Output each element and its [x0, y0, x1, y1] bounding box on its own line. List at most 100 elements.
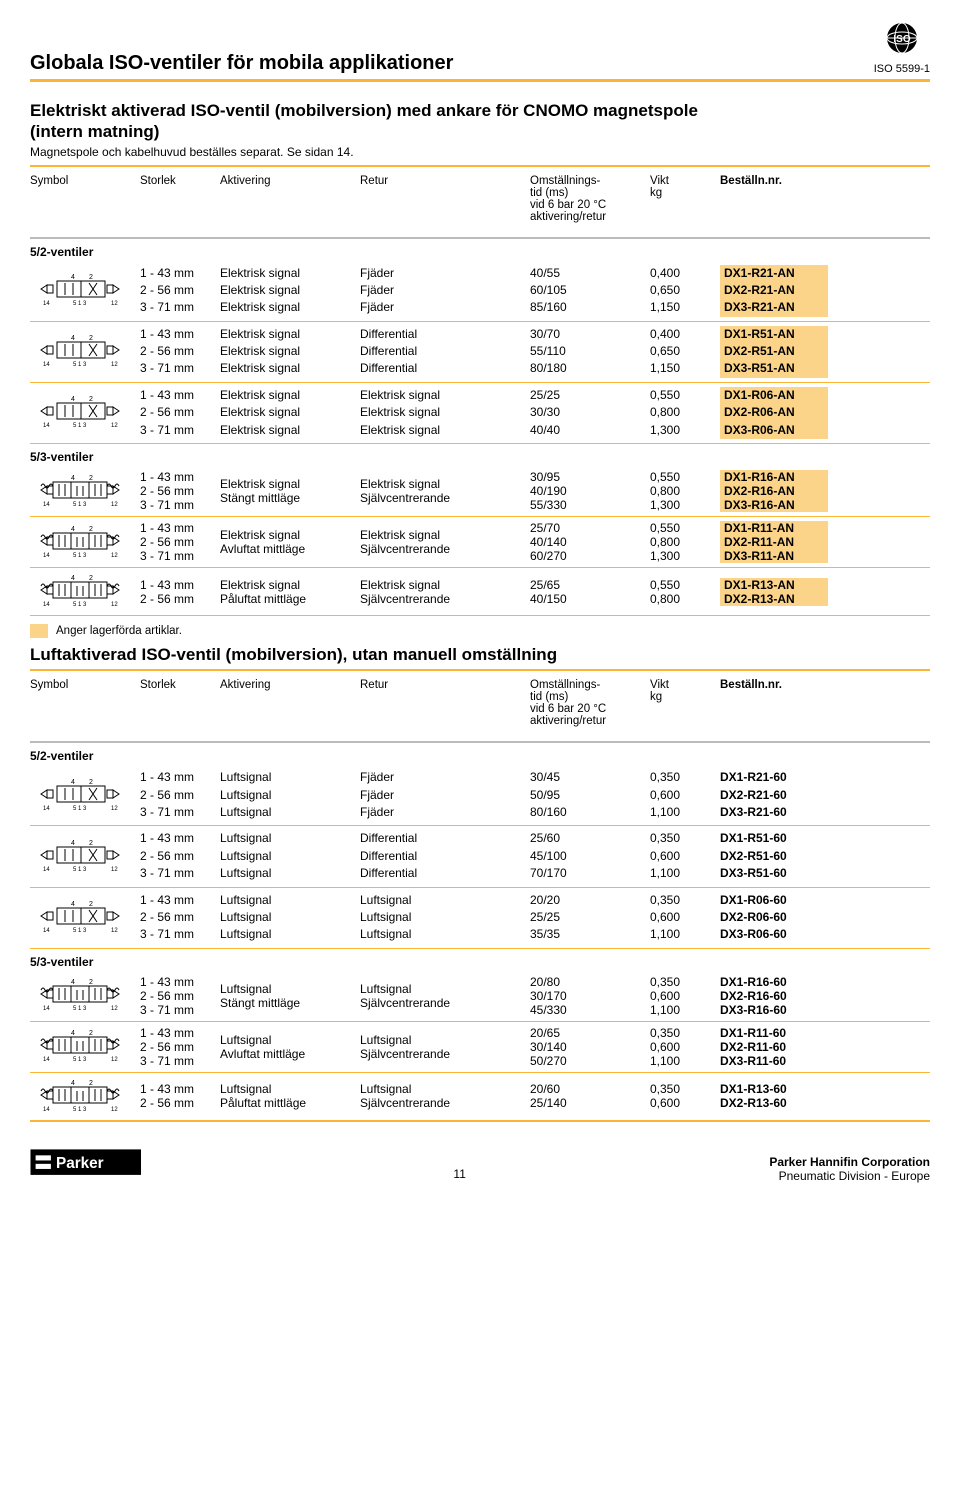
table-row: 2 - 56 mmElektrisk signalFjäder60/1050,6…: [140, 282, 930, 299]
cell-order: DX1-R21-60: [720, 769, 850, 786]
cell-om-group: 25/6540/150: [530, 578, 650, 606]
svg-text:5 1 3: 5 1 3: [73, 301, 87, 307]
svg-text:12: 12: [111, 1107, 118, 1113]
legend: Anger lagerförda artiklar.: [30, 624, 930, 638]
cell-vikt: 0,350: [650, 892, 720, 909]
cell-order: DX1-R51-60: [720, 830, 850, 847]
svg-text:2: 2: [89, 779, 93, 786]
cell-aktivering: Elektrisk signal: [220, 282, 360, 299]
cell-omstallning: 30/70: [530, 326, 650, 343]
cell-vikt: 0,550: [650, 387, 720, 404]
cell-order-group: DX1-R13-60DX2-R13-60: [720, 1082, 850, 1110]
svg-text:4: 4: [71, 901, 75, 908]
svg-text:5 1 3: 5 1 3: [73, 928, 87, 934]
cell-om-group: 20/6025/140: [530, 1082, 650, 1110]
cell-retur: Fjäder: [360, 282, 530, 299]
cell-aktivering: Elektrisk signal: [220, 265, 360, 282]
cell-order: DX2-R51-60: [720, 848, 850, 865]
svg-text:4: 4: [71, 840, 75, 847]
parker-logo: Parker: [30, 1146, 150, 1183]
svg-text:5 1 3: 5 1 3: [73, 867, 87, 873]
section2-groups-53: 42145 1 3121 - 43 mm2 - 56 mm3 - 71 mmLu…: [30, 971, 930, 1121]
page-number: 11: [150, 1167, 769, 1183]
svg-text:5 1 3: 5 1 3: [73, 1107, 87, 1113]
data-group: 42145 1 3121 - 43 mm2 - 56 mm3 - 71 mmEl…: [30, 466, 930, 516]
cell-aktivering-group: LuftsignalStängt mittläge: [220, 982, 360, 1010]
footer-corp: Parker Hannifin Corporation: [769, 1155, 930, 1169]
svg-text:5 1 3: 5 1 3: [73, 602, 87, 608]
section1-groups-52: 42145 1 3121 - 43 mmElektrisk signalFjäd…: [30, 261, 930, 445]
cell-retur: Fjäder: [360, 265, 530, 282]
valve-symbol-icon: 42145 1 312: [30, 472, 130, 508]
cell-retur: Elektrisk signal: [360, 387, 530, 404]
svg-text:5 1 3: 5 1 3: [73, 553, 87, 559]
column-headers-2: Symbol Storlek Aktivering Retur Omställn…: [30, 675, 930, 733]
symbol-cell: 42145 1 312: [30, 393, 140, 432]
symbol-cell: 42145 1 312: [30, 1027, 140, 1066]
svg-text:2: 2: [89, 274, 93, 281]
col-vikt: Vikt kg: [650, 175, 720, 223]
col-vikt: Vikt kg: [650, 679, 720, 727]
svg-text:2: 2: [89, 901, 93, 908]
cell-retur: Luftsignal: [360, 909, 530, 926]
svg-text:14: 14: [43, 1006, 50, 1012]
section2-title: Luftaktiverad ISO-ventil (mobilversion),…: [30, 644, 930, 665]
cell-om-group: 20/6530/14050/270: [530, 1026, 650, 1068]
data-group: 42145 1 3121 - 43 mmElektrisk signalDiff…: [30, 322, 930, 382]
svg-text:Parker: Parker: [56, 1155, 104, 1172]
col-order: Beställn.nr.: [720, 175, 850, 223]
cell-vikt: 1,150: [650, 360, 720, 377]
svg-text:4: 4: [71, 526, 75, 533]
cell-order: DX3-R21-AN: [720, 299, 850, 316]
svg-text:2: 2: [89, 575, 93, 582]
cell-storlek: 1 - 43 mm: [140, 387, 220, 404]
svg-text:14: 14: [43, 928, 50, 934]
cell-retur: Luftsignal: [360, 892, 530, 909]
svg-text:5 1 3: 5 1 3: [73, 423, 87, 429]
cell-vikt: 0,600: [650, 909, 720, 926]
cell-retur: Fjäder: [360, 299, 530, 316]
svg-text:12: 12: [111, 423, 118, 429]
svg-text:14: 14: [43, 362, 50, 368]
table-row: 2 - 56 mmElektrisk signalDifferential55/…: [140, 343, 930, 360]
cell-order: DX1-R06-AN: [720, 387, 850, 404]
col-order: Beställn.nr.: [720, 679, 850, 727]
svg-text:12: 12: [111, 1057, 118, 1063]
cell-storlek: 2 - 56 mm: [140, 343, 220, 360]
svg-text:2: 2: [89, 840, 93, 847]
footer-division: Pneumatic Division - Europe: [769, 1169, 930, 1183]
cell-vikt: 0,600: [650, 787, 720, 804]
cell-retur: Differential: [360, 865, 530, 882]
cell-vikt: 0,650: [650, 282, 720, 299]
legend-swatch-icon: [30, 624, 48, 638]
svg-text:2: 2: [89, 475, 93, 482]
cell-retur-group: LuftsignalSjälvcentrerande: [360, 982, 530, 1010]
cell-storlek: 2 - 56 mm: [140, 282, 220, 299]
svg-text:4: 4: [71, 1080, 75, 1087]
cell-omstallning: 40/55: [530, 265, 650, 282]
cell-storlek-group: 1 - 43 mm2 - 56 mm3 - 71 mm: [140, 521, 220, 563]
svg-text:2: 2: [89, 335, 93, 342]
divider: [30, 1121, 930, 1122]
cell-storlek: 3 - 71 mm: [140, 926, 220, 943]
cell-aktivering-group: LuftsignalPåluftat mittläge: [220, 1082, 360, 1110]
cell-retur: Differential: [360, 830, 530, 847]
col-retur: Retur: [360, 679, 530, 727]
page-title: Globala ISO-ventiler för mobila applikat…: [30, 52, 453, 75]
cell-retur: Fjäder: [360, 787, 530, 804]
svg-text:14: 14: [43, 423, 50, 429]
cell-vikt: 0,350: [650, 830, 720, 847]
symbol-cell: 42145 1 312: [30, 271, 140, 310]
table-row: 3 - 71 mmLuftsignalLuftsignal35/351,100D…: [140, 926, 930, 943]
symbol-cell: 42145 1 312: [30, 1077, 140, 1116]
cell-storlek-group: 1 - 43 mm2 - 56 mm: [140, 578, 220, 606]
svg-text:14: 14: [43, 502, 50, 508]
cell-aktivering: Luftsignal: [220, 926, 360, 943]
symbol-cell: 42145 1 312: [30, 523, 140, 562]
cell-order: DX1-R51-AN: [720, 326, 850, 343]
svg-text:4: 4: [71, 396, 75, 403]
svg-text:12: 12: [111, 1006, 118, 1012]
data-group: 42145 1 3121 - 43 mm2 - 56 mm3 - 71 mmLu…: [30, 1022, 930, 1072]
cell-vikt-group: 0,5500,800: [650, 578, 720, 606]
cell-order: DX2-R06-60: [720, 909, 850, 926]
